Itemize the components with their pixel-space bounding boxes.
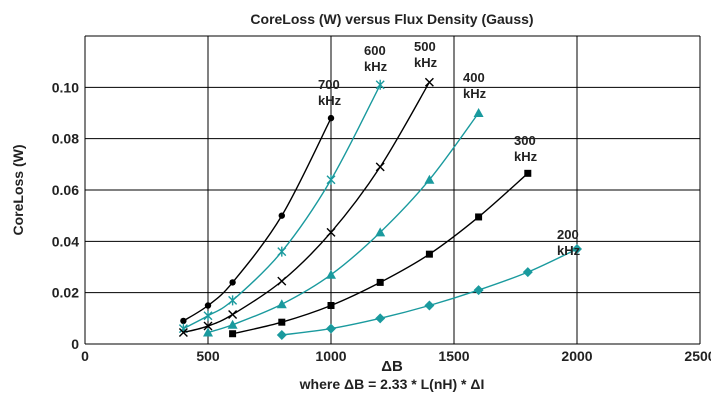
series-label-freq: 500: [414, 39, 436, 54]
data-point: [277, 246, 287, 257]
data-point: [375, 227, 386, 237]
y-tick-label: 0.06: [52, 182, 79, 198]
data-point: [278, 318, 286, 326]
data-point: [522, 267, 533, 278]
data-point: [475, 213, 483, 221]
data-point: [424, 77, 434, 87]
data-point: [276, 299, 287, 309]
series-label-unit: kHz: [318, 93, 342, 108]
data-point: [473, 108, 484, 117]
data-point: [524, 169, 532, 177]
series-label-unit: kHz: [463, 86, 487, 101]
data-point: [203, 321, 213, 331]
x-tick-label: 1000: [315, 348, 346, 364]
series-line: [183, 84, 381, 330]
data-point: [473, 285, 484, 296]
data-point: [424, 300, 435, 311]
x-tick-label: 0: [81, 348, 89, 364]
data-point: [326, 227, 336, 237]
data-point: [277, 276, 287, 286]
data-point: [326, 269, 336, 279]
data-point: [424, 174, 435, 184]
series-label-freq: 700: [318, 77, 340, 92]
data-point: [229, 330, 237, 338]
data-point: [327, 302, 335, 309]
chart-title: CoreLoss (W) versus Flux Density (Gauss): [250, 11, 533, 27]
data-point: [203, 310, 213, 321]
x-tick-label: 1500: [438, 348, 469, 364]
data-point: [203, 327, 213, 337]
series-label-unit: kHz: [514, 149, 538, 164]
x-axis-formula: where ΔB = 2.33 * L(nH) * ΔI: [299, 376, 485, 392]
data-point: [425, 250, 433, 258]
data-point: [178, 327, 188, 337]
data-point: [375, 79, 385, 90]
data-point: [375, 313, 386, 324]
y-tick-label: 0.08: [52, 131, 79, 147]
data-point: [572, 244, 582, 255]
series-line: [281, 248, 578, 336]
series-line: [183, 117, 332, 322]
data-point: [204, 302, 212, 309]
x-tick-label: 2000: [561, 348, 592, 364]
y-tick-label: 0.10: [52, 79, 79, 95]
series-label-freq: 200: [557, 227, 579, 242]
series-label-freq: 600: [364, 43, 386, 58]
y-axis-label: CoreLoss (W): [10, 145, 26, 236]
series-label-freq: 300: [514, 133, 536, 148]
data-point: [326, 174, 336, 185]
series-label-unit: kHz: [557, 243, 581, 258]
grid: [84, 35, 701, 345]
data-point: [278, 212, 285, 219]
y-tick-label: 0.04: [52, 233, 79, 249]
data-point: [228, 295, 238, 306]
x-axis-label: ΔB: [381, 358, 403, 375]
x-tick-label: 500: [196, 348, 220, 364]
series-line: [232, 172, 529, 335]
y-tick-label: 0: [71, 336, 79, 352]
data-point: [276, 330, 287, 341]
data-point: [229, 279, 236, 286]
data-point: [376, 278, 384, 286]
data-point: [326, 323, 336, 334]
data-point: [180, 317, 187, 325]
data-point: [227, 319, 238, 329]
data-point: [327, 114, 335, 122]
y-tick-label: 0.02: [52, 285, 79, 301]
data-point: [228, 309, 238, 319]
series-label-freq: 400: [463, 70, 485, 85]
series-label-unit: kHz: [414, 55, 438, 70]
series-label-unit: kHz: [364, 59, 388, 74]
data-point: [375, 162, 385, 172]
